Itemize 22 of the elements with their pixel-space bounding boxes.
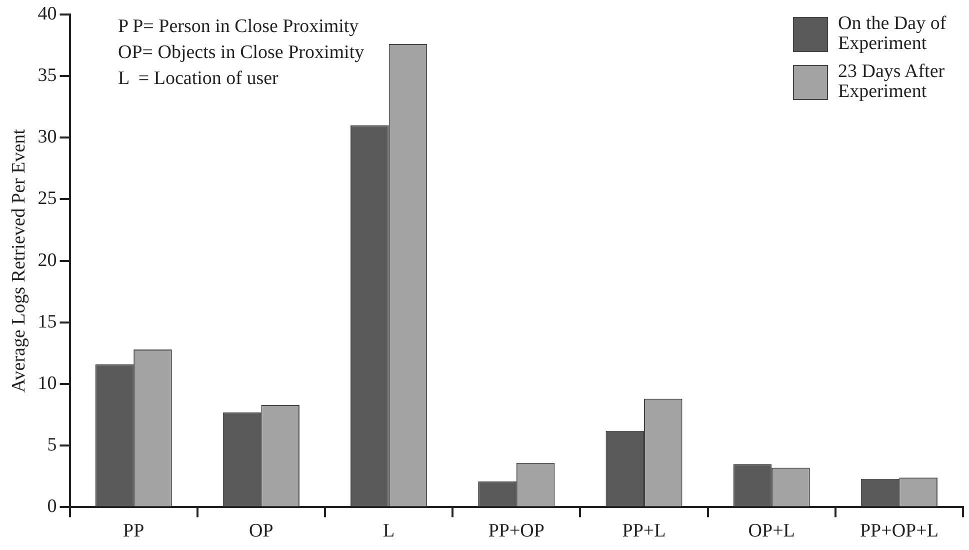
x-tick-label: OP+L bbox=[748, 520, 795, 542]
x-tick-label: PP+L bbox=[622, 520, 666, 542]
y-tick-label: 10 bbox=[38, 372, 57, 394]
annotation: P P= Person in Close Proximity bbox=[118, 15, 360, 39]
x-tick-label: L bbox=[382, 520, 395, 542]
y-tick-label: 35 bbox=[38, 64, 57, 86]
x-tick-label: OP bbox=[249, 520, 274, 542]
y-tick-label: 25 bbox=[38, 188, 57, 210]
y-tick-label: 30 bbox=[38, 126, 57, 148]
y-tick-label: 20 bbox=[38, 250, 57, 271]
x-tick-label: PP bbox=[123, 520, 144, 542]
legend-label: On the Day of Experiment bbox=[838, 13, 948, 54]
y-tick-label: 0 bbox=[47, 496, 57, 518]
annotation: L = Location of user bbox=[118, 67, 280, 91]
y-tick-label: 15 bbox=[38, 311, 57, 332]
y-tick-label: 40 bbox=[38, 3, 57, 24]
legend-label: 23 Days After Experiment bbox=[838, 61, 946, 102]
x-tick-label: PP+OP+L bbox=[860, 520, 938, 542]
y-axis-title: Average Logs Retrieved Per Event bbox=[8, 128, 30, 393]
y-tick-label: 5 bbox=[47, 434, 57, 456]
annotation: OP= Objects in Close Proximity bbox=[118, 41, 364, 65]
x-tick-label: PP+OP bbox=[488, 520, 544, 542]
